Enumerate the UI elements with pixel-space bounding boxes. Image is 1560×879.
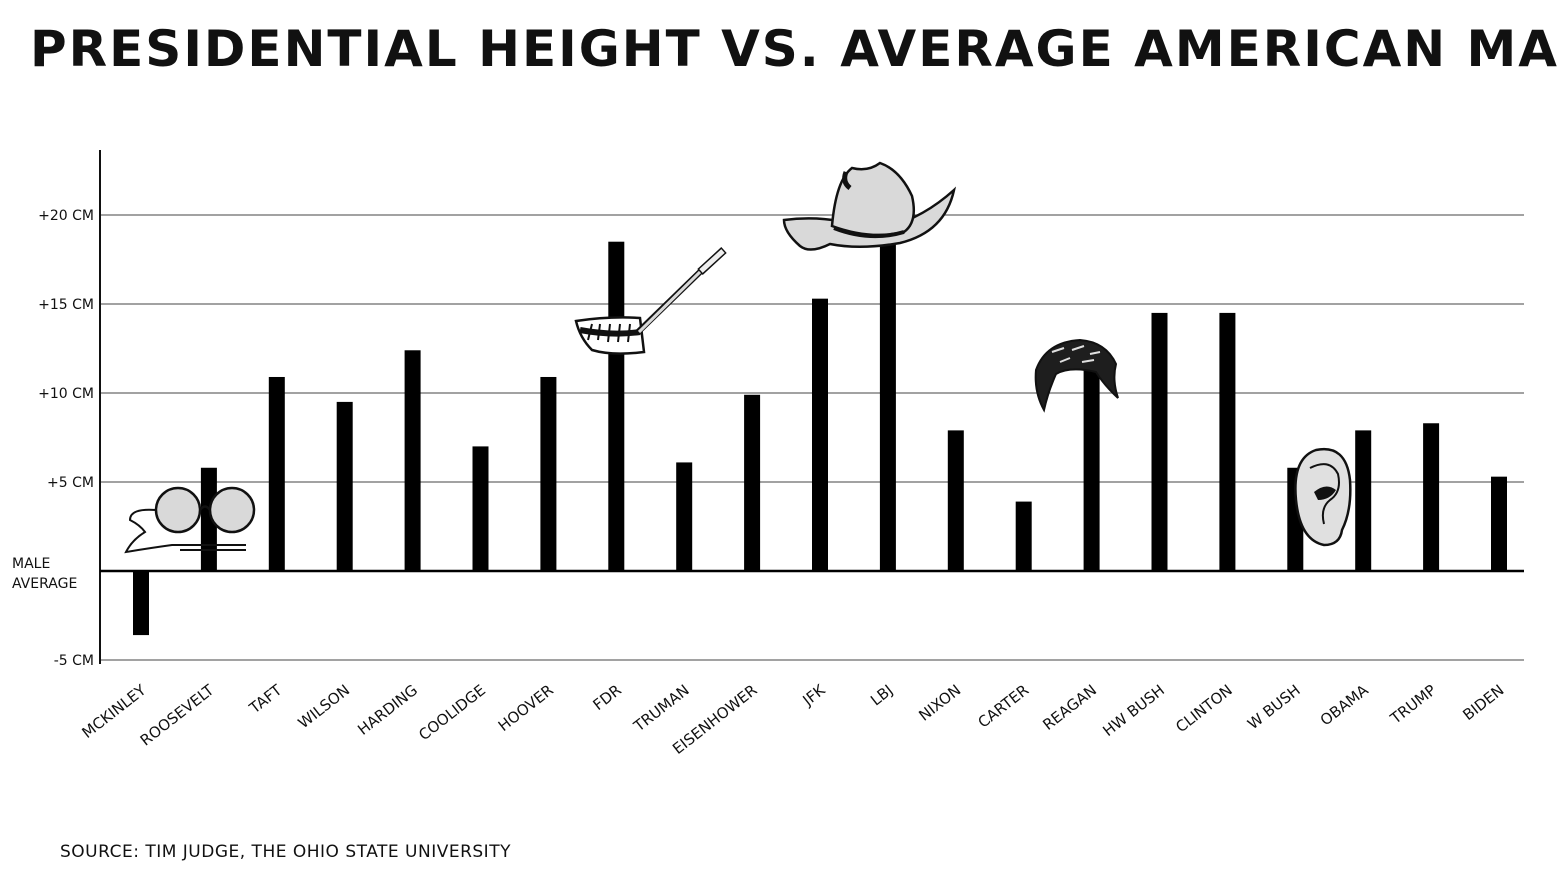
x-category-label: W BUSH [1244, 681, 1304, 733]
pince-nez-glasses-icon [124, 486, 256, 554]
bar-nixon [947, 430, 964, 571]
x-category-label: JFK [799, 680, 830, 710]
x-category-label: REAGAN [1039, 681, 1100, 734]
x-category-label: WILSON [295, 681, 353, 732]
bar-coolidge [472, 446, 489, 571]
bar-wilson [336, 401, 353, 571]
ear-icon [1294, 447, 1352, 547]
bar-carter [1015, 501, 1032, 571]
x-category-label: HARDING [354, 681, 421, 739]
x-category-label: ROOSEVELT [137, 680, 218, 749]
bar-taft [268, 376, 285, 571]
cowboy-hat-icon [782, 161, 957, 251]
bar-hoover [540, 376, 557, 571]
y-tick-label: +5 CM [47, 475, 94, 491]
x-category-label: HW BUSH [1099, 681, 1168, 740]
y-tick-label: -5 CM [54, 653, 94, 669]
bar-hw-bush [1151, 312, 1168, 571]
male-average-label: MALE AVERAGE [12, 556, 77, 592]
x-category-label: LBJ [867, 681, 896, 709]
bar-jfk [812, 298, 828, 571]
x-category-label: HOOVER [495, 681, 557, 735]
x-category-label: COOLIDGE [415, 681, 489, 744]
bar-biden [1491, 476, 1507, 571]
bar-mckinley [133, 571, 149, 636]
source-note: SOURCE: TIM JUDGE, THE OHIO STATE UNIVER… [60, 842, 511, 862]
bar-trump [1423, 423, 1440, 571]
bar-truman [676, 462, 693, 571]
bars [133, 241, 1507, 636]
bar-reagan [1083, 359, 1100, 571]
y-tick-labels: +20 CM +15 CM +10 CM +5 CM -5 CM [38, 208, 94, 669]
cigarette-holder-grin-icon [574, 247, 727, 355]
x-category-label: FDR [590, 681, 625, 714]
x-category-label: TRUMAN [630, 681, 693, 736]
axes [99, 150, 1524, 664]
x-category-label: TAFT [245, 680, 286, 717]
chart-title: PRESIDENTIAL HEIGHT VS. AVERAGE AMERICAN… [30, 20, 1560, 78]
pompadour-hair-icon [1034, 338, 1119, 413]
male-average-label-line2: AVERAGE [12, 576, 77, 592]
x-category-label: OBAMA [1317, 681, 1372, 730]
bar-obama [1355, 430, 1372, 571]
bar-eisenhower [744, 394, 761, 571]
x-category-label: NIXON [915, 681, 964, 725]
y-tick-label: +15 CM [38, 297, 94, 313]
male-average-label-line1: MALE [12, 556, 50, 572]
bar-lbj [879, 243, 896, 572]
x-category-label: CLINTON [1172, 681, 1236, 736]
y-tick-label: +10 CM [38, 386, 94, 402]
bar-harding [404, 350, 421, 571]
bar-clinton [1219, 312, 1236, 571]
bar-fdr [608, 241, 625, 571]
x-category-label: TRUMP [1386, 681, 1439, 728]
y-tick-label: +20 CM [38, 208, 94, 224]
x-category-label: BIDEN [1459, 681, 1507, 724]
x-category-label: CARTER [974, 681, 1032, 732]
